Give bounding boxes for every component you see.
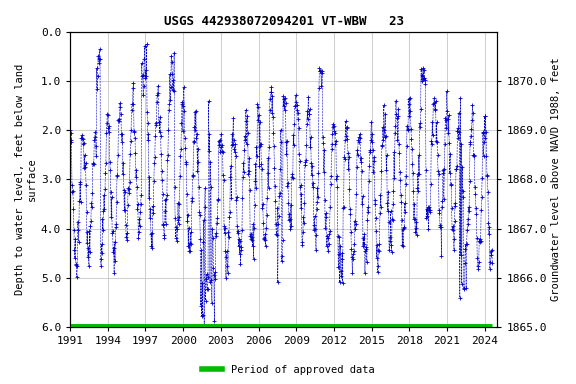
Title: USGS 442938072094201 VT-WBW   23: USGS 442938072094201 VT-WBW 23 — [164, 15, 404, 28]
Legend: Period of approved data: Period of approved data — [198, 361, 378, 379]
Y-axis label: Groundwater level above NAVD 1988, feet: Groundwater level above NAVD 1988, feet — [551, 58, 561, 301]
Y-axis label: Depth to water level, feet below land
surface: Depth to water level, feet below land su… — [15, 64, 37, 295]
